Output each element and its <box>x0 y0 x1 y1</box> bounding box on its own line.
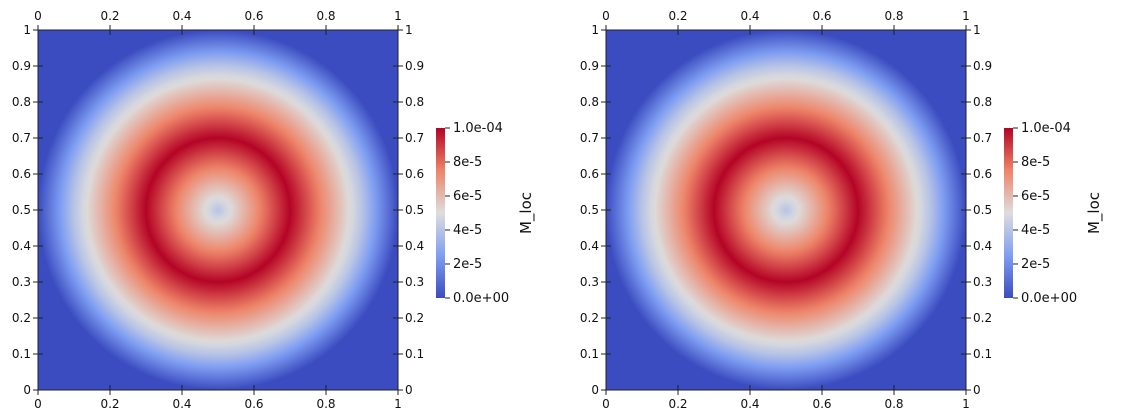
y-tick-right-label: 0.5 <box>973 203 992 217</box>
left-plot-panel: 0 0 0.2 0.2 0.4 0.4 0.6 0.6 0.8 0.8 1 1 0 0 0.1 0.1 0.2 0… <box>0 0 560 414</box>
y-tick-right-label: 1 <box>973 23 981 37</box>
x-tick-bottom-label: 0.4 <box>740 397 759 411</box>
y-tick-right-label: 0 <box>973 383 981 397</box>
y-tick-right-label: 0.6 <box>973 167 992 181</box>
y-tick-left-label: 0.7 <box>580 131 599 145</box>
y-tick-left-label: 0.2 <box>580 311 599 325</box>
x-tick-top-label: 0.6 <box>244 9 263 23</box>
y-tick-left-label: 0.7 <box>12 131 31 145</box>
x-tick-bottom-label: 0.8 <box>316 397 335 411</box>
colorbar-tick-label: 6e-5 <box>453 189 482 204</box>
y-tick-right-label: 0.2 <box>973 311 992 325</box>
colorbar-tick-label: 0.0e+00 <box>453 291 509 306</box>
colorbar-tick-label: 1.0e-04 <box>453 121 503 136</box>
x-tick-bottom-label: 1 <box>394 397 402 411</box>
x-tick-top-label: 1 <box>394 9 402 23</box>
y-tick-left-label: 1 <box>23 23 31 37</box>
y-tick-right-label: 0.4 <box>973 239 992 253</box>
colorbar-tick-label: 4e-5 <box>1021 223 1050 238</box>
x-tick-top-label: 0.2 <box>100 9 119 23</box>
y-tick-left-label: 0.4 <box>580 239 599 253</box>
x-tick-top-label: 0.4 <box>172 9 191 23</box>
x-tick-top-label: 0 <box>602 9 610 23</box>
colorbar-tick-label: 8e-5 <box>453 155 482 170</box>
y-tick-right-label: 0.1 <box>405 347 424 361</box>
right-plot-panel: 0 0 0.2 0.2 0.4 0.4 0.6 0.6 0.8 0.8 1 1 0 0 0.1 0.1 0.2 0… <box>568 0 1128 414</box>
y-tick-right-label: 0.8 <box>405 95 424 109</box>
colorbar-tick-label: 2e-5 <box>453 257 482 272</box>
y-tick-right-label: 0 <box>405 383 413 397</box>
x-tick-bottom-label: 0.6 <box>812 397 831 411</box>
colorbar-tick-label: 6e-5 <box>1021 189 1050 204</box>
y-tick-left-label: 0.3 <box>580 275 599 289</box>
y-tick-left-label: 0.5 <box>12 203 31 217</box>
y-tick-left-label: 0.4 <box>12 239 31 253</box>
x-tick-top-label: 0.4 <box>740 9 759 23</box>
colorbar <box>1004 128 1013 298</box>
x-tick-bottom-label: 0 <box>34 397 42 411</box>
x-tick-top-label: 0.6 <box>812 9 831 23</box>
y-tick-left-label: 0.3 <box>12 275 31 289</box>
colorbar <box>436 128 445 298</box>
y-tick-right-label: 1 <box>405 23 413 37</box>
y-tick-left-label: 0.2 <box>12 311 31 325</box>
x-tick-top-label: 0 <box>34 9 42 23</box>
x-tick-bottom-label: 0.8 <box>884 397 903 411</box>
x-tick-bottom-label: 0.2 <box>668 397 687 411</box>
y-tick-left-label: 1 <box>591 23 599 37</box>
x-tick-top-label: 0.8 <box>316 9 335 23</box>
y-tick-right-label: 0.9 <box>973 59 992 73</box>
x-tick-bottom-label: 0.4 <box>172 397 191 411</box>
y-tick-left-label: 0 <box>23 383 31 397</box>
x-tick-bottom-label: 0.2 <box>100 397 119 411</box>
y-tick-right-label: 0.6 <box>405 167 424 181</box>
y-tick-left-label: 0.9 <box>580 59 599 73</box>
y-tick-left-label: 0.9 <box>12 59 31 73</box>
y-tick-left-label: 0.8 <box>12 95 31 109</box>
y-tick-right-label: 0.8 <box>973 95 992 109</box>
heatmap-field <box>38 30 398 390</box>
colorbar-tick-label: 0.0e+00 <box>1021 291 1077 306</box>
y-tick-right-label: 0.2 <box>405 311 424 325</box>
y-tick-left-label: 0.6 <box>580 167 599 181</box>
y-tick-left-label: 0.1 <box>580 347 599 361</box>
y-tick-left-label: 0.6 <box>12 167 31 181</box>
y-tick-left-label: 0 <box>591 383 599 397</box>
colorbar-tick-label: 4e-5 <box>453 223 482 238</box>
y-tick-right-label: 0.7 <box>973 131 992 145</box>
x-tick-bottom-label: 0 <box>602 397 610 411</box>
colorbar-tick-label: 8e-5 <box>1021 155 1050 170</box>
y-tick-right-label: 0.4 <box>405 239 424 253</box>
y-tick-right-label: 0.3 <box>973 275 992 289</box>
colorbar-tick-label: 2e-5 <box>1021 257 1050 272</box>
x-tick-top-label: 0.2 <box>668 9 687 23</box>
heatmap-field <box>606 30 966 390</box>
y-tick-left-label: 0.8 <box>580 95 599 109</box>
y-tick-right-label: 0.1 <box>973 347 992 361</box>
colorbar-tick-label: 1.0e-04 <box>1021 121 1071 136</box>
y-tick-right-label: 0.5 <box>405 203 424 217</box>
x-tick-top-label: 1 <box>962 9 970 23</box>
y-tick-right-label: 0.9 <box>405 59 424 73</box>
colorbar-title: M_loc <box>1085 192 1104 234</box>
x-tick-bottom-label: 0.6 <box>244 397 263 411</box>
colorbar-title: M_loc <box>517 192 536 234</box>
x-tick-top-label: 0.8 <box>884 9 903 23</box>
y-tick-right-label: 0.7 <box>405 131 424 145</box>
y-tick-right-label: 0.3 <box>405 275 424 289</box>
y-tick-left-label: 0.1 <box>12 347 31 361</box>
x-tick-bottom-label: 1 <box>962 397 970 411</box>
y-tick-left-label: 0.5 <box>580 203 599 217</box>
